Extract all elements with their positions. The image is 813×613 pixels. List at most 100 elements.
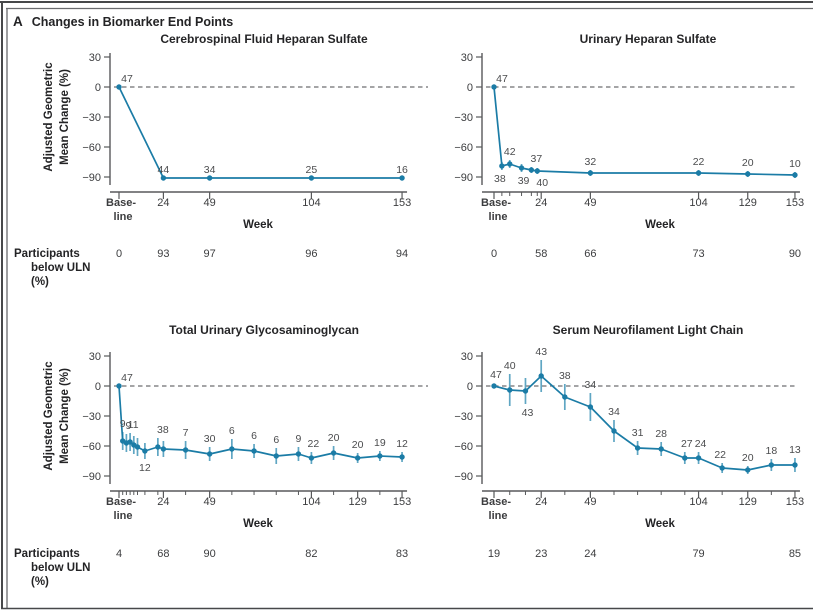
svg-text:below ULN: below ULN (31, 262, 90, 274)
data-point (745, 467, 751, 473)
data-point (134, 444, 141, 450)
data-point (206, 175, 213, 181)
point-n-label: 25 (306, 164, 318, 176)
point-n-label: 20 (742, 157, 754, 169)
data-point (518, 165, 525, 171)
figure-title: Changes in Biomarker End Points (31, 15, 234, 29)
baseline-tick-label: line (114, 211, 133, 223)
point-n-label: 9 (296, 433, 302, 445)
svg-text:Participants: Participants (14, 248, 80, 260)
y-tick-label: 30 (89, 52, 101, 64)
data-point (251, 448, 257, 454)
svg-text:(%): (%) (31, 576, 49, 588)
data-point (587, 170, 594, 176)
y-tick-label: −30 (454, 411, 473, 423)
point-n-label: 37 (531, 153, 543, 165)
participants-value: 90 (789, 248, 801, 260)
participants-value: 58 (535, 248, 547, 260)
point-n-label: 10 (789, 158, 801, 170)
data-series: 47 44 34 25 16 (116, 73, 408, 181)
participants-value: 94 (396, 248, 408, 260)
x-tick-label: 153 (393, 496, 411, 508)
x-tick-label: 129 (739, 496, 757, 508)
data-point (522, 388, 529, 394)
data-point (719, 465, 725, 471)
data-point (182, 447, 189, 453)
y-tick-label: 0 (95, 82, 101, 94)
y-tick-label: 0 (467, 381, 473, 393)
point-n-label: 9 (120, 418, 126, 430)
point-n-label: 42 (504, 146, 516, 158)
point-n-label: 22 (714, 449, 726, 461)
y-tick-label: 30 (461, 351, 473, 363)
chart-title: Urinary Heparan Sulfate (580, 32, 717, 46)
data-point (399, 175, 405, 181)
data-point (491, 383, 497, 389)
y-tick-label: −60 (82, 142, 101, 154)
participants-row-label: Participants below ULN (%) (14, 548, 90, 588)
y-tick-label: 30 (89, 351, 101, 363)
y-axis-title: Adjusted Geometric Mean Change (%) (43, 361, 71, 471)
chart-title: Cerebrospinal Fluid Heparan Sulfate (160, 32, 368, 46)
point-n-label: 6 (229, 425, 235, 437)
data-point (330, 450, 337, 456)
participants-value: 85 (789, 548, 801, 560)
point-n-label: 6 (251, 430, 257, 442)
data-point (507, 387, 513, 393)
point-n-label: 24 (695, 438, 707, 450)
data-point (273, 453, 279, 459)
x-axis-title: Week (645, 518, 675, 530)
baseline-tick-label: line (489, 211, 508, 223)
x-tick-label: 24 (535, 496, 547, 508)
x-tick-label: 104 (302, 496, 320, 508)
svg-text:below ULN: below ULN (31, 562, 90, 574)
participants-row-label: Participants below ULN (%) (14, 248, 90, 288)
y-axis: 30 0 −30 −60 −90 (454, 52, 483, 185)
point-n-label: 19 (374, 437, 386, 449)
point-n-label: 32 (585, 156, 597, 168)
point-n-label: 20 (352, 439, 364, 451)
y-tick-label: 30 (461, 52, 473, 64)
y-tick-label: −90 (82, 172, 101, 184)
point-n-label: 47 (121, 372, 133, 384)
participants-value: 24 (584, 548, 596, 560)
y-tick-label: −30 (82, 411, 101, 423)
data-point (611, 428, 617, 434)
point-n-label: 11 (128, 419, 139, 431)
point-n-label: 39 (518, 175, 530, 187)
svg-text:Participants: Participants (14, 548, 80, 560)
svg-text:Mean Change (%): Mean Change (%) (59, 69, 71, 165)
data-point (562, 394, 568, 400)
data-point (768, 462, 775, 468)
participants-row: 19 23 24 79 85 (488, 548, 801, 560)
x-tick-label: 49 (204, 197, 216, 209)
y-axis: 30 0 −30 −60 −90 (82, 52, 111, 185)
participants-row: 0 58 66 73 90 (491, 248, 801, 260)
participants-value: 96 (305, 248, 317, 260)
figure-header: A Changes in Biomarker End Points (13, 13, 233, 31)
point-n-label: 34 (204, 164, 216, 176)
x-axis: Base-line 24 49 104 153 (106, 191, 411, 223)
y-tick-label: −90 (454, 471, 473, 483)
data-point (792, 172, 798, 178)
participants-value: 19 (488, 548, 500, 560)
point-n-label: 22 (308, 438, 320, 450)
participants-value: 4 (116, 548, 122, 560)
x-tick-label: 104 (689, 197, 707, 209)
participants-value: 0 (116, 248, 122, 260)
data-point (206, 451, 213, 457)
data-point (682, 455, 688, 461)
point-n-label: 38 (494, 173, 506, 185)
participants-value: 82 (305, 548, 317, 560)
participants-row: 0 93 97 96 94 (116, 248, 408, 260)
data-point (634, 445, 641, 451)
baseline-tick-label: line (489, 510, 508, 522)
y-axis: 30 0 −30 −60 −90 (454, 351, 483, 484)
data-point (229, 446, 235, 452)
x-axis: Base-line 24 49 104 129 153 (481, 490, 804, 522)
